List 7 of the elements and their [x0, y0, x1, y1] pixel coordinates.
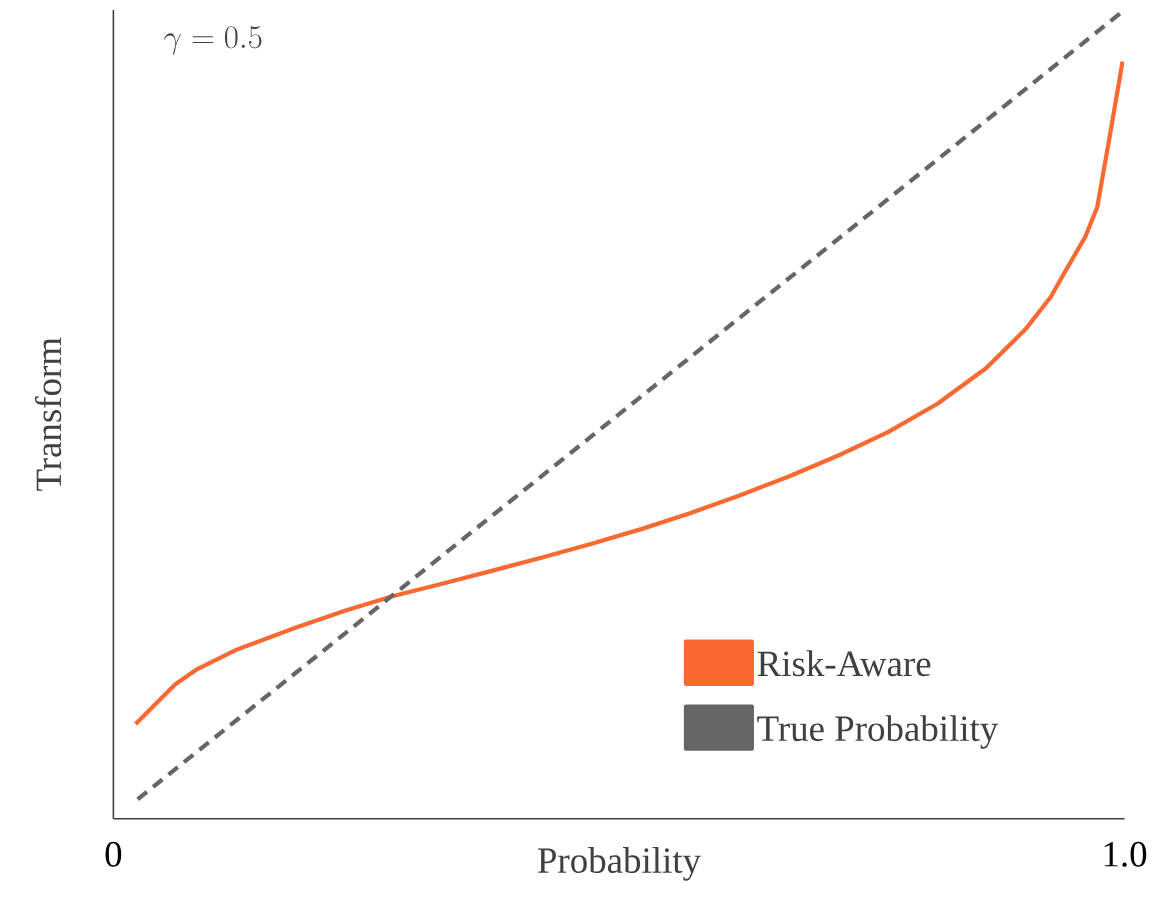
annotation: $\gamma = 0.5$: [164, 26, 262, 55]
legend-label: True Probability: [757, 715, 999, 749]
x-tick-label: 0: [105, 841, 122, 867]
legend-label: Risk-Aware: [757, 650, 931, 677]
x-axis-title: Probability: [537, 847, 701, 881]
x-tick-label: 1.0: [1104, 841, 1147, 867]
y-axis-title: Transform: [34, 337, 62, 491]
